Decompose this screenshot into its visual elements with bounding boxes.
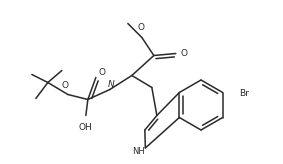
- Text: N: N: [108, 80, 114, 89]
- Text: O: O: [99, 68, 106, 77]
- Text: O: O: [61, 81, 68, 90]
- Text: O: O: [181, 49, 188, 58]
- Text: NH: NH: [132, 147, 145, 156]
- Text: OH: OH: [79, 123, 93, 133]
- Text: O: O: [137, 23, 144, 32]
- Text: Br: Br: [239, 89, 248, 98]
